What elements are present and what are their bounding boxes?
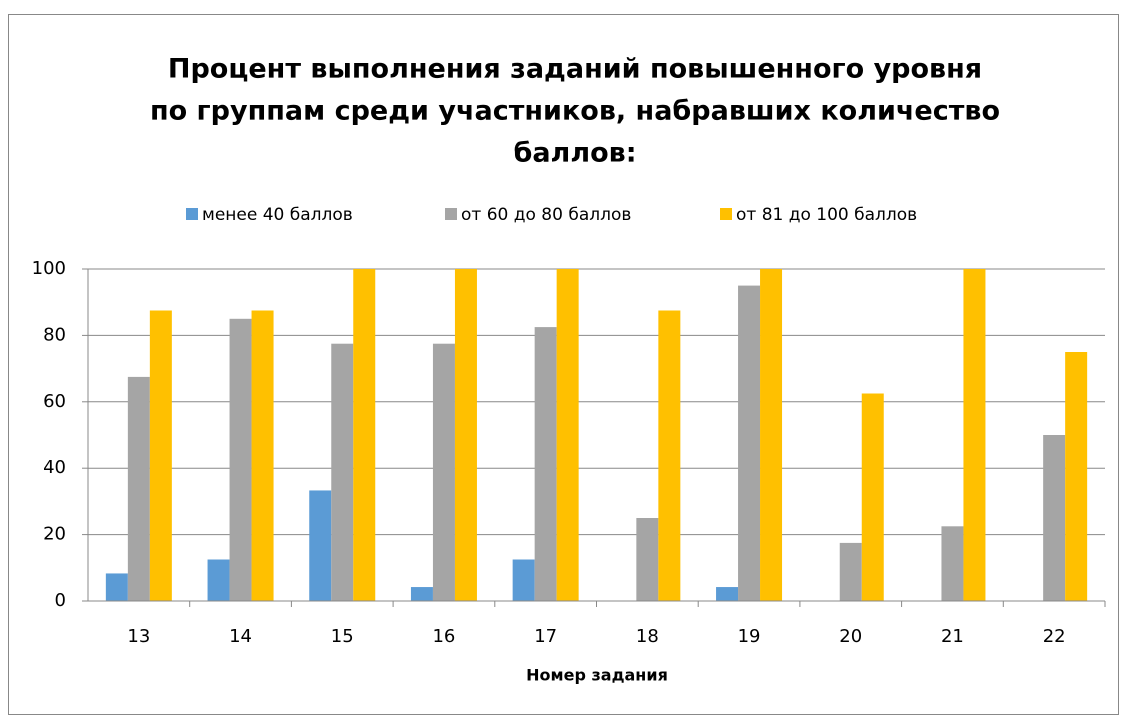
- x-tick-label: 22: [1043, 626, 1066, 647]
- legend-swatch: [186, 208, 198, 220]
- bar: [861, 393, 884, 601]
- legend-label: от 81 до 100 баллов: [736, 205, 917, 225]
- legend-label: от 60 до 80 баллов: [461, 205, 631, 225]
- bar: [963, 269, 986, 601]
- x-tick-label: 15: [331, 626, 354, 647]
- bar: [658, 310, 681, 601]
- bar: [534, 327, 557, 601]
- bar: [309, 490, 332, 601]
- bar: [353, 269, 376, 601]
- bar: [636, 518, 659, 601]
- y-tick-label: 60: [43, 391, 66, 412]
- bar: [229, 318, 252, 601]
- bar: [1065, 352, 1088, 601]
- y-tick-label: 80: [43, 324, 66, 345]
- bar: [556, 269, 579, 601]
- legend-swatch: [445, 208, 457, 220]
- legend-swatch: [720, 208, 732, 220]
- bar: [432, 343, 455, 601]
- y-tick-label: 100: [32, 258, 66, 279]
- y-tick-label: 40: [43, 457, 66, 478]
- x-tick-label: 13: [127, 626, 150, 647]
- bar: [512, 559, 535, 601]
- x-tick-label: 19: [738, 626, 761, 647]
- bar: [251, 310, 274, 601]
- y-tick-label: 20: [43, 524, 66, 545]
- x-axis-title: Номер задания: [526, 666, 668, 685]
- bar: [207, 559, 230, 601]
- x-tick-label: 21: [941, 626, 964, 647]
- chart-title: баллов:: [513, 138, 636, 169]
- bar: [941, 526, 964, 601]
- bar: [839, 542, 862, 601]
- chart-title: по группам среди участников, набравших к…: [150, 96, 1000, 127]
- bar: [149, 310, 172, 601]
- x-tick-label: 20: [839, 626, 862, 647]
- chart-title: Процент выполнения заданий повышенного у…: [168, 54, 982, 85]
- x-tick-label: 17: [534, 626, 557, 647]
- bar: [331, 343, 354, 601]
- bar: [105, 573, 128, 601]
- bar: [738, 285, 761, 601]
- bar: [1043, 435, 1066, 601]
- y-tick-label: 0: [55, 590, 66, 611]
- bar: [127, 376, 150, 601]
- x-tick-label: 18: [636, 626, 659, 647]
- bar: [410, 587, 433, 601]
- bar: [454, 269, 477, 601]
- bar: [716, 587, 739, 601]
- x-tick-label: 14: [229, 626, 252, 647]
- legend-label: менее 40 баллов: [202, 205, 353, 225]
- x-tick-label: 16: [432, 626, 455, 647]
- bar: [760, 269, 783, 601]
